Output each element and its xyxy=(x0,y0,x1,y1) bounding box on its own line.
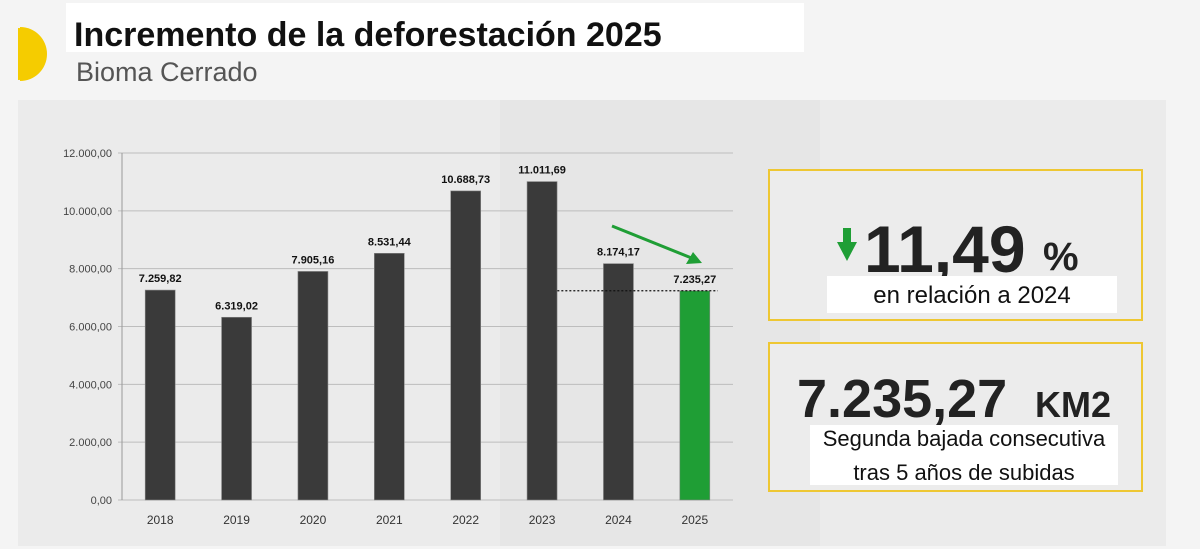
y-tick-label: 10.000,00 xyxy=(63,206,112,218)
area-unit: KM2 xyxy=(1035,384,1111,425)
y-tick-label: 0,00 xyxy=(91,495,112,507)
x-tick-label: 2025 xyxy=(681,513,708,527)
area-value: 7.235,27 xyxy=(797,369,1007,429)
change-unit: % xyxy=(1043,235,1079,279)
trend-arrow-head xyxy=(686,252,702,264)
x-tick-label: 2020 xyxy=(300,513,327,527)
change-caption: en relación a 2024 xyxy=(873,282,1070,309)
value-label: 7.259,82 xyxy=(139,273,182,285)
y-tick-label: 8.000,00 xyxy=(69,264,112,276)
bar xyxy=(144,289,176,501)
x-tick-label: 2021 xyxy=(376,513,403,527)
value-label: 7.235,27 xyxy=(673,274,716,286)
area-caption: Segunda bajada consecutiva xyxy=(823,426,1106,451)
value-label: 8.531,44 xyxy=(368,236,412,248)
caption-box xyxy=(810,425,1118,485)
bar xyxy=(374,252,405,501)
y-tick-label: 12.000,00 xyxy=(63,148,112,160)
x-tick-label: 2022 xyxy=(452,513,479,527)
subtitle: Bioma Cerrado xyxy=(76,57,258,87)
caption-box xyxy=(827,276,1117,313)
bar xyxy=(221,316,252,501)
y-tick-label: 2.000,00 xyxy=(69,437,112,449)
title: Incremento de la deforestación 2025 xyxy=(74,16,662,54)
x-tick-label: 2023 xyxy=(529,513,556,527)
x-tick-label: 2024 xyxy=(605,513,632,527)
value-label: 10.688,73 xyxy=(441,174,490,186)
bar xyxy=(297,271,329,501)
value-label: 8.174,17 xyxy=(597,247,640,259)
bar xyxy=(603,263,634,501)
title-box xyxy=(66,3,804,52)
y-tick-label: 6.000,00 xyxy=(69,322,112,334)
y-tick-label: 4.000,00 xyxy=(69,379,112,391)
trend-arrow xyxy=(611,224,695,261)
change-value: 11,49 xyxy=(864,212,1026,286)
down-arrow xyxy=(837,228,857,261)
value-label: 7.905,16 xyxy=(292,254,335,266)
x-tick-label: 2019 xyxy=(223,513,250,527)
bar xyxy=(679,290,711,501)
x-tick-label: 2018 xyxy=(147,513,174,527)
plot: 0,00 2.000,00 4.000,00 6.000,00 8.000,00 10.0… xyxy=(63,148,733,527)
accent-half xyxy=(20,27,47,81)
value-label: 6.319,02 xyxy=(215,300,258,312)
value-label: 11.011,69 xyxy=(518,165,566,177)
area-caption: tras 5 años de subidas xyxy=(853,460,1074,485)
bar xyxy=(450,190,481,501)
bar xyxy=(526,181,558,501)
